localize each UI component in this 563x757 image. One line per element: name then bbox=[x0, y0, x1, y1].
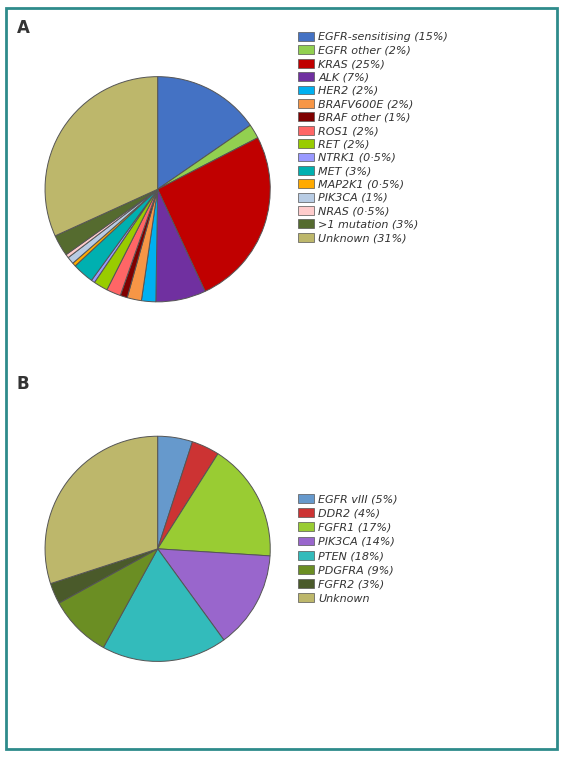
Legend: EGFR-sensitising (15%), EGFR other (2%), KRAS (25%), ALK (7%), HER2 (2%), BRAFV6: EGFR-sensitising (15%), EGFR other (2%),… bbox=[298, 32, 448, 243]
Wedge shape bbox=[120, 189, 158, 298]
Wedge shape bbox=[156, 189, 205, 302]
Wedge shape bbox=[158, 549, 270, 640]
Wedge shape bbox=[158, 76, 251, 189]
Wedge shape bbox=[51, 549, 158, 603]
Wedge shape bbox=[45, 76, 158, 236]
Wedge shape bbox=[55, 189, 158, 254]
Wedge shape bbox=[158, 442, 218, 549]
Wedge shape bbox=[45, 436, 158, 584]
Wedge shape bbox=[158, 436, 193, 549]
Wedge shape bbox=[91, 189, 158, 282]
Wedge shape bbox=[158, 126, 258, 189]
Wedge shape bbox=[158, 138, 270, 291]
Wedge shape bbox=[66, 189, 158, 257]
Wedge shape bbox=[127, 189, 158, 301]
Wedge shape bbox=[73, 189, 158, 266]
Text: A: A bbox=[17, 19, 30, 37]
Text: B: B bbox=[17, 375, 29, 393]
Wedge shape bbox=[95, 189, 158, 290]
Wedge shape bbox=[59, 549, 158, 647]
Wedge shape bbox=[141, 189, 158, 302]
Wedge shape bbox=[107, 189, 158, 295]
Wedge shape bbox=[104, 549, 224, 662]
Wedge shape bbox=[68, 189, 158, 263]
Wedge shape bbox=[75, 189, 158, 280]
Wedge shape bbox=[158, 453, 270, 556]
Legend: EGFR vIII (5%), DDR2 (4%), FGFR1 (17%), PIK3CA (14%), PTEN (18%), PDGFRA (9%), F: EGFR vIII (5%), DDR2 (4%), FGFR1 (17%), … bbox=[298, 494, 398, 603]
